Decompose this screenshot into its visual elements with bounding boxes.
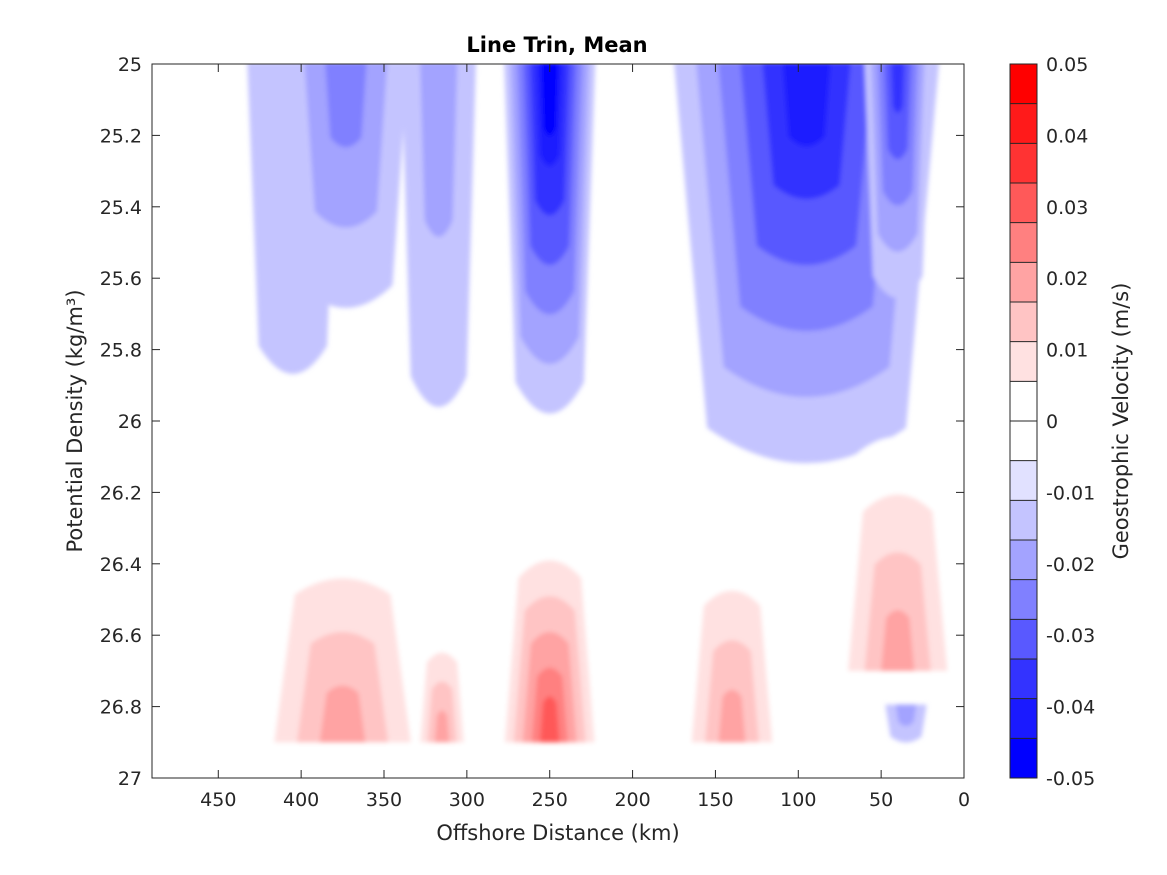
contour-level-band: [895, 704, 917, 726]
contour-level-band: [540, 696, 560, 743]
y-axis-label: Potential Density (kg/m³): [63, 289, 87, 552]
colorbar-tick-label: -0.03: [1046, 625, 1095, 647]
colorbar-segment: [1010, 341, 1037, 382]
x-tick-label: 350: [366, 789, 402, 811]
y-tick-label: 25.8: [100, 340, 142, 362]
x-tick-label: 450: [200, 789, 236, 811]
y-tick-label: 26: [118, 411, 142, 433]
contour-level-band: [881, 610, 915, 671]
colorbar-segment: [1010, 421, 1037, 462]
colorbar-segment: [1010, 738, 1037, 779]
contour-southward-jet-320km: [401, 64, 476, 407]
colorbar-tick-label: -0.04: [1046, 697, 1095, 719]
contour-southward-jet-250km: [504, 64, 596, 414]
contour-level-band: [782, 64, 831, 147]
x-tick-label: 150: [697, 789, 733, 811]
contour-deep-northward-40km: [831, 436, 964, 671]
colorbar-segment: [1010, 540, 1037, 581]
colorbar-segment: [1010, 302, 1037, 343]
colorbar-frame: [1009, 63, 1038, 779]
colorbar-tick-label: -0.01: [1046, 482, 1095, 504]
colorbar-segment: [1010, 619, 1037, 660]
contour-deep-northward-150km: [678, 541, 786, 743]
contour-field: [247, 64, 964, 743]
y-tick-label: 26.8: [100, 697, 142, 719]
colorbar-tick-label: 0.03: [1046, 197, 1088, 219]
contour-level-band: [541, 64, 558, 137]
colorbar-tick-label: 0.01: [1046, 340, 1088, 362]
colorbar-segment: [1010, 103, 1037, 144]
x-tick-label: 50: [869, 789, 893, 811]
colorbar-segment: [1010, 222, 1037, 263]
colorbar-segment: [1010, 659, 1037, 700]
x-tick-label: 250: [532, 789, 568, 811]
colorbar-segment: [1010, 460, 1037, 501]
colorbar-segment: [1010, 579, 1037, 620]
x-tick-label: 300: [449, 789, 485, 811]
contour-deep-northward-375km: [251, 524, 434, 743]
contour-level-band: [420, 64, 458, 237]
colorbar-tick-label: 0: [1046, 411, 1058, 433]
contour-southward-jet-375km: [283, 64, 408, 308]
y-axis: 25 25.2 25.4 25.6 25.8 26 26.2 26.4 26.6 26.8 27: [100, 54, 964, 790]
contour-deep-northward-315km: [413, 623, 471, 743]
x-tick-label: 400: [283, 789, 319, 811]
contour-southward-core-40km: [864, 64, 931, 299]
colorbar-tick-label: -0.05: [1046, 768, 1095, 790]
colorbar-segment: [1010, 381, 1037, 422]
contour-level-band: [891, 64, 905, 114]
chart-title: Line Trin, Mean: [466, 33, 647, 57]
colorbar: 0.05 0.04 0.03 0.02 0.01 0 -0.01 -0.02 -0.03 -0.0…: [1009, 54, 1095, 790]
y-tick-label: 25.4: [100, 197, 142, 219]
colorbar-tick-label: 0.04: [1046, 125, 1088, 147]
y-tick-label: 27: [118, 768, 142, 790]
x-tick-label: 100: [780, 789, 816, 811]
y-tick-label: 25: [118, 54, 142, 76]
contour-level-band: [718, 689, 746, 743]
colorbar-tick-label: -0.02: [1046, 554, 1095, 576]
contour-weak-southward-deep-35km: [885, 704, 927, 743]
colorbar-segment: [1010, 262, 1037, 303]
colorbar-segment: [1010, 698, 1037, 739]
contour-deep-northward-250km: [495, 524, 604, 743]
x-tick-label: 200: [614, 789, 650, 811]
colorbar-tick-label: 0.02: [1046, 268, 1088, 290]
y-tick-label: 25.6: [100, 268, 142, 290]
colorbar-segment: [1010, 500, 1037, 541]
contour-level-band: [434, 710, 450, 743]
x-tick-label: 0: [958, 789, 970, 811]
y-tick-label: 26.2: [100, 482, 142, 504]
x-axis-label: Offshore Distance (km): [436, 821, 679, 845]
colorbar-segment: [1010, 64, 1037, 105]
colorbar-label: Geostrophic Velocity (m/s): [1109, 283, 1133, 560]
y-tick-label: 26.6: [100, 625, 142, 647]
y-tick-label: 26.4: [100, 554, 142, 576]
x-axis: 450 400 350 300 250 200 150 100 50 0: [200, 64, 970, 811]
y-tick-label: 25.2: [100, 125, 142, 147]
colorbar-tick-label: 0.05: [1046, 54, 1088, 76]
contour-nearshore-southward-flow: [674, 64, 939, 464]
contour-level-band: [325, 64, 367, 148]
colorbar-segment: [1010, 143, 1037, 184]
colorbar-segment: [1010, 183, 1037, 224]
contour-level-band: [319, 685, 366, 743]
